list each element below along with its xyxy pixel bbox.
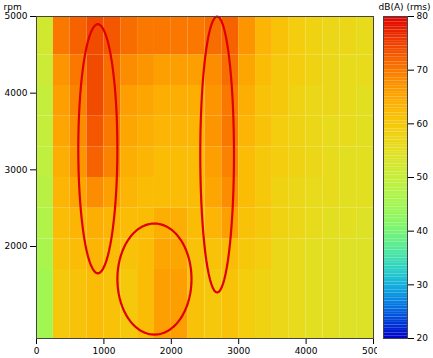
svg-text:60: 60	[417, 119, 429, 129]
svg-text:40: 40	[417, 226, 429, 236]
svg-text:rpm: rpm	[4, 2, 22, 12]
svg-text:30: 30	[417, 280, 429, 290]
svg-text:50: 50	[417, 172, 429, 182]
svg-text:dB(A) (rms): dB(A) (rms)	[379, 2, 431, 12]
svg-text:2000: 2000	[5, 241, 28, 251]
svg-text:2000: 2000	[160, 346, 183, 356]
svg-text:4000: 4000	[5, 88, 28, 98]
svg-text:5000: 5000	[362, 346, 377, 356]
svg-text:3000: 3000	[227, 346, 250, 356]
svg-text:5000: 5000	[5, 11, 28, 21]
svg-text:1000: 1000	[92, 346, 115, 356]
svg-text:0: 0	[34, 346, 40, 356]
svg-text:3000: 3000	[5, 165, 28, 175]
svg-text:4000: 4000	[295, 346, 318, 356]
svg-text:20: 20	[417, 333, 429, 343]
svg-text:70: 70	[417, 65, 429, 75]
svg-text:80: 80	[417, 11, 429, 21]
